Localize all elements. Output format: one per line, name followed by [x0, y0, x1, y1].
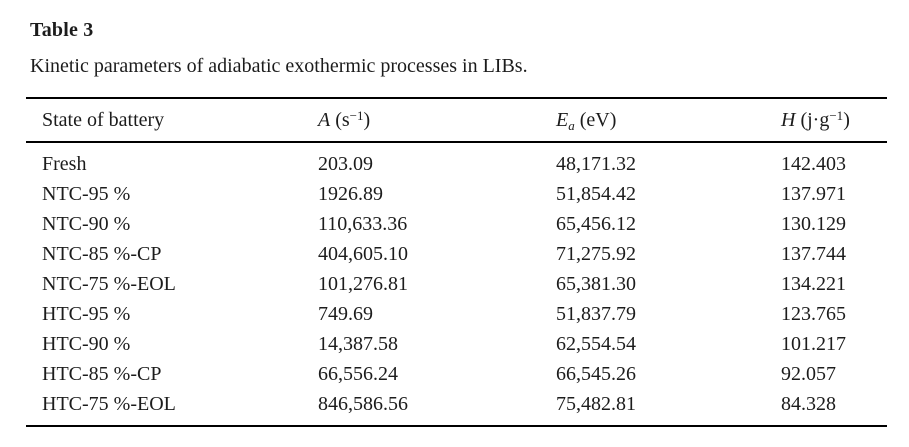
- kinetic-parameters-table: State of battery A (s−1) Ea (eV) H (j·g−1) …: [26, 97, 887, 427]
- cell-ea: 65,456.12: [556, 213, 636, 235]
- cell-h: 84.328: [781, 393, 836, 415]
- header-label-part: ): [363, 109, 371, 131]
- cell-a: 14,387.58: [318, 333, 398, 355]
- cell-h: 123.765: [781, 303, 846, 325]
- cell-a: 66,556.24: [318, 363, 398, 385]
- cell-state: NTC-90 %: [42, 213, 131, 235]
- cell-ea: 71,275.92: [556, 243, 636, 265]
- cell-h: 137.971: [781, 183, 846, 205]
- table-row: NTC-90 % 110,633.36 65,456.12 130.129: [26, 209, 887, 239]
- header-label-part: a: [568, 118, 575, 133]
- table-row: Fresh 203.09 48,171.32 142.403: [26, 142, 887, 179]
- cell-ea: 51,854.42: [556, 183, 636, 205]
- table-body: Fresh 203.09 48,171.32 142.403 NTC-95 % 1926.…: [26, 142, 887, 426]
- table-caption: Kinetic parameters of adiabatic exotherm…: [30, 55, 528, 77]
- table-row: HTC-85 %-CP 66,556.24 66,545.26 92.057: [26, 359, 887, 389]
- header-label-part: E: [556, 109, 569, 131]
- cell-state: HTC-85 %-CP: [42, 363, 162, 385]
- table-row: HTC-95 % 749.69 51,837.79 123.765: [26, 299, 887, 329]
- cell-a: 110,633.36: [318, 213, 408, 235]
- table-container: State of battery A (s−1) Ea (eV) H (j·g−1) …: [26, 97, 887, 427]
- cell-a: 404,605.10: [318, 243, 408, 265]
- table-title: Table 3: [30, 19, 94, 41]
- table-row: NTC-75 %-EOL 101,276.81 65,381.30 134.221: [26, 269, 887, 299]
- cell-state: Fresh: [42, 153, 87, 175]
- column-header-h: H (j·g−1): [781, 97, 887, 143]
- column-header-ea: Ea (eV): [556, 97, 781, 143]
- cell-ea: 65,381.30: [556, 273, 636, 295]
- header-label-part: ): [843, 109, 850, 131]
- header-label-part: A: [318, 109, 331, 131]
- cell-a: 846,586.56: [318, 393, 408, 415]
- table-row: HTC-75 %-EOL 846,586.56 75,482.81 84.328: [26, 389, 887, 426]
- cell-state: NTC-95 %: [42, 183, 131, 205]
- header-label-part: State of battery: [42, 109, 165, 131]
- header-label-part: (eV): [574, 109, 617, 131]
- cell-h: 92.057: [781, 363, 836, 385]
- cell-h: 137.744: [781, 243, 846, 265]
- cell-a: 101,276.81: [318, 273, 408, 295]
- cell-h: 130.129: [781, 213, 846, 235]
- cell-h: 134.221: [781, 273, 846, 295]
- cell-ea: 62,554.54: [556, 333, 636, 355]
- header-label-part: −1: [829, 108, 844, 123]
- cell-state: HTC-90 %: [42, 333, 131, 355]
- header-label-part: H: [781, 109, 796, 131]
- table-row: HTC-90 % 14,387.58 62,554.54 101.217: [26, 329, 887, 359]
- cell-a: 1926.89: [318, 183, 383, 205]
- header-row: State of battery A (s−1) Ea (eV) H (j·g−1): [26, 97, 887, 143]
- header-label-part: −1: [349, 108, 364, 123]
- column-header-state: State of battery: [26, 97, 318, 143]
- cell-ea: 48,171.32: [556, 153, 636, 175]
- cell-state: HTC-95 %: [42, 303, 131, 325]
- column-header-a: A (s−1): [318, 97, 556, 143]
- table-head: State of battery A (s−1) Ea (eV) H (j·g−1): [26, 97, 887, 143]
- cell-ea: 66,545.26: [556, 363, 636, 385]
- cell-ea: 75,482.81: [556, 393, 636, 415]
- cell-a: 749.69: [318, 303, 373, 325]
- cell-state: NTC-85 %-CP: [42, 243, 162, 265]
- cell-h: 101.217: [781, 333, 846, 355]
- header-label-part: (s: [330, 109, 350, 131]
- cell-ea: 51,837.79: [556, 303, 636, 325]
- cell-a: 203.09: [318, 153, 373, 175]
- table-row: NTC-85 %-CP 404,605.10 71,275.92 137.744: [26, 239, 887, 269]
- table-row: NTC-95 % 1926.89 51,854.42 137.971: [26, 179, 887, 209]
- cell-state: HTC-75 %-EOL: [42, 393, 176, 415]
- cell-state: NTC-75 %-EOL: [42, 273, 176, 295]
- header-label-part: (j·g: [795, 109, 830, 131]
- cell-h: 142.403: [781, 153, 846, 175]
